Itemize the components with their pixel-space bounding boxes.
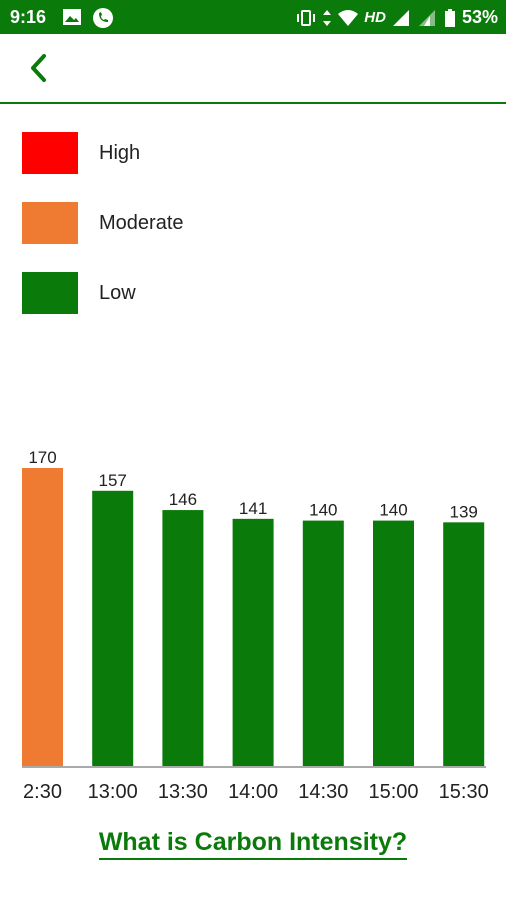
data-arrows-icon — [322, 8, 332, 28]
x-tick-label-5: 15:00 — [368, 781, 418, 803]
back-button[interactable] — [22, 48, 62, 88]
battery-icon — [444, 8, 456, 28]
x-tick-label-2: 13:30 — [158, 781, 208, 803]
x-tick-label-6: 15:30 — [439, 781, 489, 803]
what-is-carbon-intensity-link[interactable]: What is Carbon Intensity? — [98, 828, 408, 860]
bar-5 — [373, 520, 414, 766]
legend-swatch-high — [22, 132, 78, 174]
carbon-intensity-chart: 170 157 146 141 140 140 139 2:30 13:00 13:30 14:0… — [22, 448, 489, 803]
bar-value-label-1: 157 — [99, 471, 127, 490]
legend-label-moderate: Moderate — [99, 212, 184, 234]
status-time: 9:16 — [10, 7, 47, 27]
bar-4 — [302, 520, 344, 766]
chevron-left-icon — [31, 54, 46, 82]
image-icon — [62, 7, 82, 27]
bar-value-label-0: 170 — [28, 448, 56, 467]
app-bar — [0, 34, 506, 104]
x-tick-label-3: 14:00 — [228, 781, 278, 803]
info-link-container: What is Carbon Intensity? — [0, 828, 506, 860]
signal-2-icon — [418, 8, 438, 28]
legend-swatch-moderate — [22, 202, 78, 244]
bar-1 — [92, 490, 134, 766]
legend-swatch-low — [22, 272, 78, 314]
bar-6 — [443, 522, 485, 766]
legend-item-high: High — [22, 132, 322, 174]
bar-value-label-6: 139 — [450, 502, 478, 521]
bar-value-label-4: 140 — [309, 501, 337, 520]
phone-icon — [92, 7, 113, 28]
legend-label-high: High — [99, 142, 141, 164]
legend: High Moderate Low — [22, 132, 322, 342]
legend-label-low: Low — [99, 282, 136, 304]
bar-value-label-2: 146 — [169, 490, 197, 509]
battery-percent: 53% — [461, 7, 498, 27]
network-type-label: HD — [364, 9, 386, 26]
x-tick-label-1: 13:00 — [88, 781, 138, 803]
signal-icon — [392, 8, 412, 28]
bar-2 — [162, 510, 204, 766]
legend-item-moderate: Moderate — [22, 202, 322, 244]
bar-value-label-5: 140 — [379, 501, 407, 520]
status-bar: 9:16 HD 53% — [0, 0, 506, 34]
bar-3 — [232, 518, 274, 766]
bar-0 — [22, 468, 63, 766]
x-tick-label-0: 2:30 — [23, 781, 62, 803]
vibrate-icon — [296, 8, 316, 28]
wifi-icon — [338, 8, 359, 28]
legend-item-low: Low — [22, 272, 322, 314]
bar-value-label-3: 141 — [239, 499, 267, 518]
x-tick-label-4: 14:30 — [298, 781, 348, 803]
